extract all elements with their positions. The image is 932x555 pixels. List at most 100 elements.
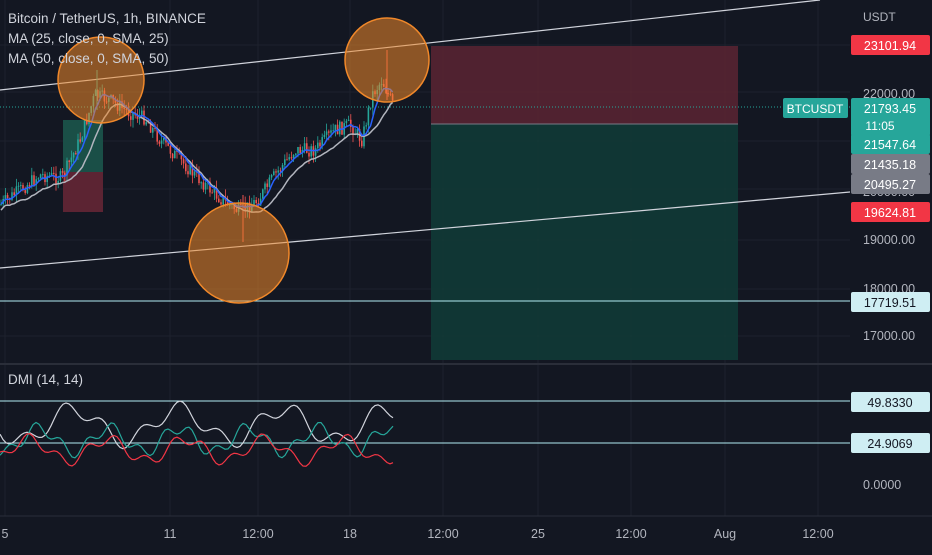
candle-body (332, 130, 334, 132)
dmi-minus-line[interactable] (0, 433, 394, 467)
label-23101-bg (851, 35, 930, 55)
label-19624-bg (851, 202, 930, 222)
candle-body (145, 122, 147, 125)
candle-body (297, 146, 299, 154)
price-tick: 19000.00 (863, 233, 915, 247)
highlight-circle-right[interactable] (344, 17, 430, 103)
candle-body (189, 164, 191, 175)
candle-body (33, 175, 35, 185)
candle-body (53, 172, 55, 174)
candle-body (143, 110, 145, 125)
candle-body (213, 188, 216, 193)
candle-body (13, 192, 15, 196)
price-label-lower: 19624.81 (864, 206, 916, 220)
candle-body (187, 171, 189, 175)
candle-body (163, 137, 165, 141)
stop-loss-zone[interactable] (431, 46, 738, 124)
candle-body (222, 197, 224, 205)
label-17719-bg (851, 292, 930, 312)
dmi-label-high: 49.8330 (867, 396, 912, 410)
dmi-tick-zero: 0.0000 (863, 478, 901, 492)
candle-body (39, 174, 42, 179)
candle-body (167, 142, 169, 146)
time-tick: 12:00 (802, 527, 833, 541)
candle-body (347, 119, 350, 121)
time-tick: 12:00 (427, 527, 458, 541)
take-profit-zone[interactable] (431, 124, 738, 360)
time-tick: 11 (164, 527, 177, 541)
candle-body (75, 153, 77, 155)
candle-body (306, 143, 308, 153)
highlight-circle-left[interactable] (57, 36, 145, 124)
candle-body (253, 200, 255, 206)
chart-title: Bitcoin / TetherUS, 1h, BINANCE (8, 11, 206, 26)
price-label-ma25: 21435.18 (864, 158, 916, 172)
candle-body (77, 139, 79, 155)
candle-body (301, 149, 304, 154)
time-tick: 12:00 (242, 527, 273, 541)
candle-body (158, 141, 161, 144)
candle-body (61, 171, 64, 173)
channel-lower-line[interactable] (0, 191, 851, 269)
symbol-tag-bg (783, 98, 848, 118)
candle-body (266, 183, 268, 187)
time-tick: 5 (2, 527, 9, 541)
candle-body (22, 185, 24, 191)
price-tick: 22000.00 (863, 87, 915, 101)
candle-body (83, 120, 86, 138)
candle-body (255, 200, 257, 204)
price-label-stop: 23101.94 (864, 39, 916, 53)
candle-body (325, 131, 328, 135)
candle-body (270, 175, 273, 178)
small-stop-zone (63, 172, 103, 212)
candle-body (352, 126, 354, 136)
candle-body (259, 198, 262, 206)
candle-body (50, 172, 53, 176)
candle-body (72, 153, 75, 158)
candle-body (292, 154, 295, 159)
candle-body (20, 185, 22, 187)
symbol-tag: BTCUSDT (787, 102, 844, 116)
candle-body (147, 122, 150, 124)
candle-body (336, 124, 339, 135)
candle-body (319, 142, 321, 147)
candle-body (35, 179, 37, 185)
ma50-legend: MA (50, close, 0, SMA, 50) (8, 51, 169, 66)
candle-body (191, 164, 194, 176)
candle-body (220, 202, 222, 205)
candle-body (204, 182, 207, 190)
candle-body (226, 200, 229, 206)
candle-body (171, 153, 174, 159)
highlight-circle-bottom[interactable] (188, 202, 290, 304)
current-price-label: 21793.45 (864, 102, 916, 116)
ma50-line[interactable] (0, 101, 394, 213)
candle-body (26, 185, 29, 193)
candle-body (268, 177, 271, 187)
bar-countdown: 11:05 (865, 119, 894, 133)
dmi-plus-line[interactable] (0, 421, 394, 459)
candle-body (6, 195, 9, 199)
dmi-adx-line[interactable] (0, 400, 394, 450)
candle-body (317, 142, 319, 149)
candle-body (31, 175, 33, 187)
candle-body (323, 134, 326, 138)
candle-body (4, 195, 7, 200)
candle-body (182, 159, 185, 164)
candle-body (345, 120, 348, 124)
candle-body (361, 140, 363, 147)
candle-body (334, 124, 337, 131)
ma25-line[interactable] (0, 87, 394, 209)
candle-body (264, 183, 266, 190)
candle-body (308, 152, 310, 157)
price-label-entry: 21547.64 (864, 138, 916, 152)
candle-body (152, 127, 154, 133)
time-axis[interactable]: 5 11 12:00 18 12:00 25 12:00 Aug 12:00 (2, 527, 834, 541)
candle-body (303, 143, 306, 150)
candle-body (365, 125, 367, 127)
candle-body (328, 131, 330, 133)
candle-body (341, 121, 343, 135)
candle-body (310, 146, 312, 157)
candle-body (42, 174, 44, 176)
candle-body (149, 123, 152, 133)
